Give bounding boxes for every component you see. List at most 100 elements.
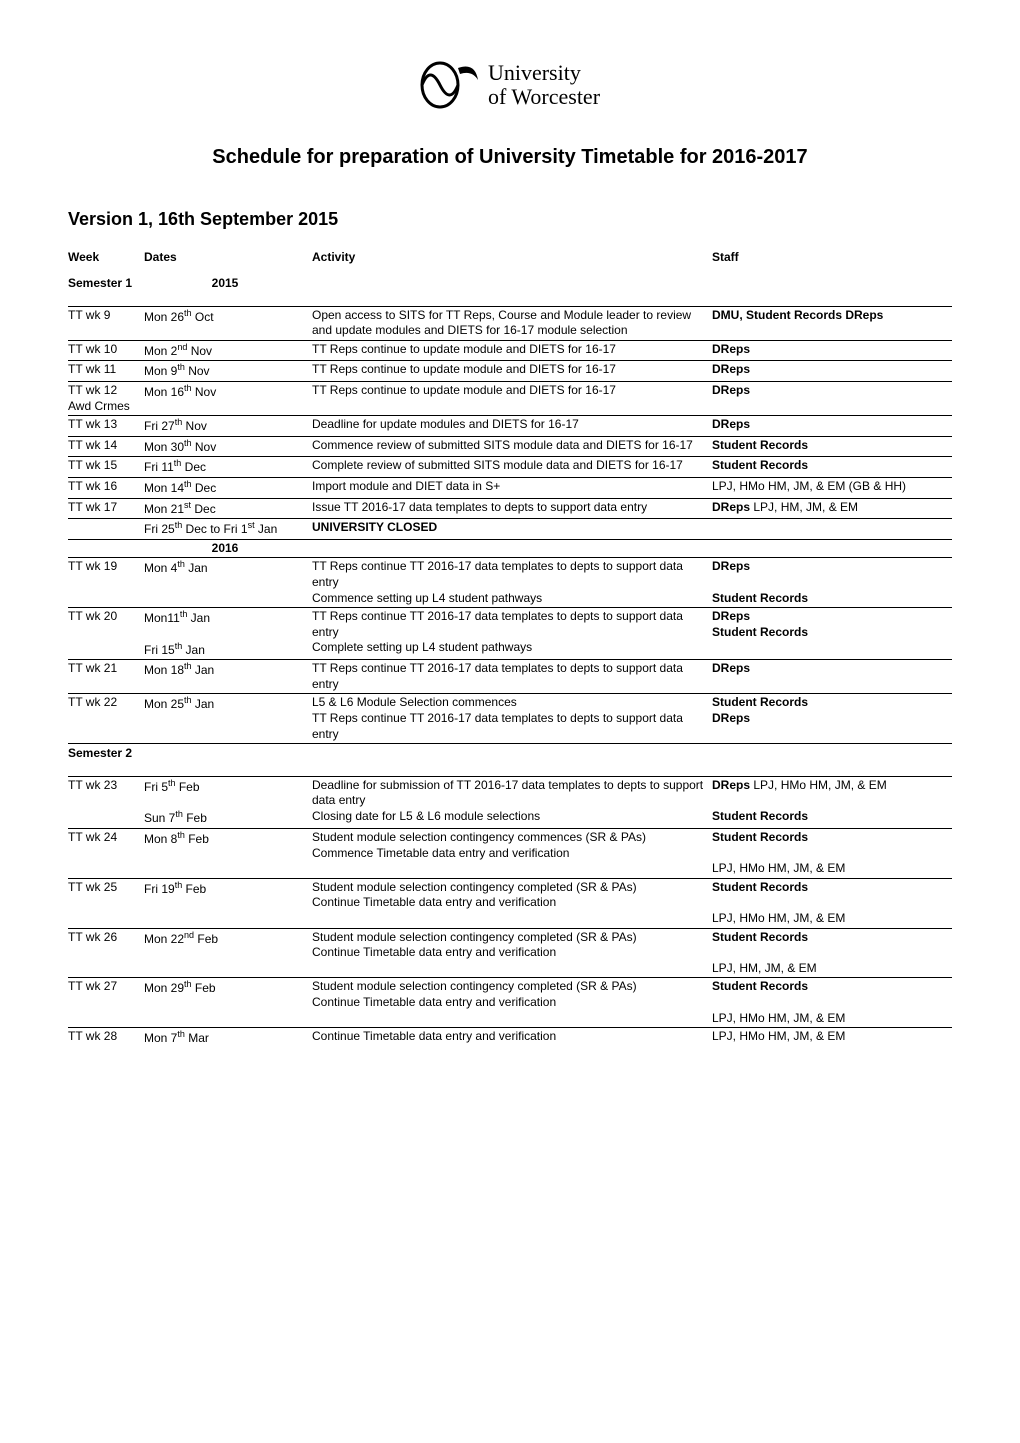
year-2016: 2016 <box>144 539 312 558</box>
table-row: TT wk 17Mon 21st DecIssue TT 2016-17 dat… <box>68 498 952 519</box>
activity-cell: Student module selection contingency com… <box>312 928 712 978</box>
staff-cell: Student RecordsLPJ, HM, JM, & EM <box>712 928 952 978</box>
logo-text: University of Worcester <box>488 61 600 109</box>
activity-cell: TT Reps continue TT 2016-17 data templat… <box>312 608 712 660</box>
table-row: TT wk 12 Awd CrmesMon 16th NovTT Reps co… <box>68 381 952 415</box>
closed-dates: Fri 25th Dec to Fri 1st Jan <box>144 519 312 540</box>
col-header-week: Week <box>68 248 144 274</box>
table-row: TT wk 15Fri 11th DecComplete review of s… <box>68 457 952 478</box>
logo-mark-icon <box>420 60 480 110</box>
semester-2-row: Semester 2 <box>68 744 952 777</box>
staff-cell: DReps <box>712 416 952 437</box>
date-cell: Mon 22nd Feb <box>144 928 312 978</box>
week-cell: TT wk 23 <box>68 776 144 828</box>
week-cell: TT wk 19 <box>68 558 144 608</box>
activity-cell: TT Reps continue to update module and DI… <box>312 381 712 415</box>
staff-cell: DReps LPJ, HMo HM, JM, & EMStudent Recor… <box>712 776 952 828</box>
staff-cell: DReps LPJ, HM, JM, & EM <box>712 498 952 519</box>
activity-cell: Deadline for submission of TT 2016-17 da… <box>312 776 712 828</box>
activity-cell: Import module and DIET data in S+ <box>312 477 712 498</box>
week-cell: TT wk 12 Awd Crmes <box>68 381 144 415</box>
activity-cell: TT Reps continue to update module and DI… <box>312 340 712 361</box>
activity-cell: Commence review of submitted SITS module… <box>312 436 712 457</box>
logo-block: University of Worcester <box>68 60 952 113</box>
table-row: TT wk 10Mon 2nd NovTT Reps continue to u… <box>68 340 952 361</box>
date-cell: Mon 2nd Nov <box>144 340 312 361</box>
date-cell: Fri 5th FebSun 7th Feb <box>144 776 312 828</box>
week-cell: TT wk 16 <box>68 477 144 498</box>
activity-cell: TT Reps continue to update module and DI… <box>312 361 712 382</box>
logo-line1: University <box>488 61 600 85</box>
semester-2-label: Semester 2 <box>68 744 144 777</box>
date-cell: Mon 9th Nov <box>144 361 312 382</box>
activity-cell: Student module selection contingency com… <box>312 978 712 1028</box>
week-cell: TT wk 9 <box>68 306 144 340</box>
week-cell: TT wk 17 <box>68 498 144 519</box>
staff-cell: Student RecordsDReps <box>712 694 952 744</box>
week-cell: TT wk 24 <box>68 829 144 879</box>
staff-cell: Student RecordsLPJ, HMo HM, JM, & EM <box>712 878 952 928</box>
table-row: TT wk 11Mon 9th NovTT Reps continue to u… <box>68 361 952 382</box>
staff-cell: DReps <box>712 361 952 382</box>
staff-cell: Student RecordsLPJ, HMo HM, JM, & EM <box>712 978 952 1028</box>
logo-line2: of Worcester <box>488 85 600 109</box>
activity-cell: L5 & L6 Module Selection commencesTT Rep… <box>312 694 712 744</box>
staff-cell: LPJ, HMo HM, JM, & EM (GB & HH) <box>712 477 952 498</box>
date-cell: Mon 7th Mar <box>144 1028 312 1048</box>
date-cell: Mon 8th Feb <box>144 829 312 879</box>
version-heading: Version 1, 16th September 2015 <box>68 209 952 230</box>
week-cell: TT wk 14 <box>68 436 144 457</box>
date-cell: Fri 27th Nov <box>144 416 312 437</box>
date-cell: Mon 29th Feb <box>144 978 312 1028</box>
staff-cell: DReps <box>712 660 952 694</box>
table-row: TT wk 21Mon 18th JanTT Reps continue TT … <box>68 660 952 694</box>
activity-cell: Continue Timetable data entry and verifi… <box>312 1028 712 1048</box>
activity-cell: Student module selection contingency com… <box>312 878 712 928</box>
date-cell: Mon 18th Jan <box>144 660 312 694</box>
table-row: TT wk 14Mon 30th NovCommence review of s… <box>68 436 952 457</box>
staff-cell: DReps <box>712 381 952 415</box>
staff-cell: DMU, Student Records DReps <box>712 306 952 340</box>
date-cell: Mon 30th Nov <box>144 436 312 457</box>
table-row: TT wk 16Mon 14th DecImport module and DI… <box>68 477 952 498</box>
week-cell: TT wk 10 <box>68 340 144 361</box>
staff-cell: DRepsStudent Records <box>712 558 952 608</box>
week-cell: TT wk 15 <box>68 457 144 478</box>
year-2015: 2015 <box>144 274 312 306</box>
col-header-dates: Dates <box>144 248 312 274</box>
date-cell: Fri 11th Dec <box>144 457 312 478</box>
week-cell: TT wk 26 <box>68 928 144 978</box>
date-cell: Mon11th JanFri 15th Jan <box>144 608 312 660</box>
table-row: TT wk 9Mon 26th OctOpen access to SITS f… <box>68 306 952 340</box>
activity-cell: Complete review of submitted SITS module… <box>312 457 712 478</box>
staff-cell: DReps <box>712 340 952 361</box>
year-2016-row: 2016 <box>68 539 952 558</box>
date-cell: Mon 26th Oct <box>144 306 312 340</box>
date-cell: Mon 4th Jan <box>144 558 312 608</box>
week-cell: TT wk 21 <box>68 660 144 694</box>
table-row: TT wk 22Mon 25th JanL5 & L6 Module Selec… <box>68 694 952 744</box>
date-cell: Fri 19th Feb <box>144 878 312 928</box>
activity-cell: Issue TT 2016-17 data templates to depts… <box>312 498 712 519</box>
week-cell: TT wk 20 <box>68 608 144 660</box>
week-cell: TT wk 25 <box>68 878 144 928</box>
week-cell: TT wk 13 <box>68 416 144 437</box>
table-row: TT wk 25Fri 19th FebStudent module selec… <box>68 878 952 928</box>
staff-cell: Student Records <box>712 457 952 478</box>
closed-label: UNIVERSITY CLOSED <box>312 519 712 540</box>
activity-cell: Deadline for update modules and DIETS fo… <box>312 416 712 437</box>
table-row: TT wk 20Mon11th JanFri 15th JanTT Reps c… <box>68 608 952 660</box>
date-cell: Mon 21st Dec <box>144 498 312 519</box>
staff-cell: LPJ, HMo HM, JM, & EM <box>712 1028 952 1048</box>
header-row: Week Dates Activity Staff <box>68 248 952 274</box>
activity-cell: Open access to SITS for TT Reps, Course … <box>312 306 712 340</box>
date-cell: Mon 14th Dec <box>144 477 312 498</box>
date-cell: Mon 25th Jan <box>144 694 312 744</box>
university-logo: University of Worcester <box>420 60 600 110</box>
schedule-table: Week Dates Activity Staff Semester 12015… <box>68 248 952 1048</box>
week-cell: TT wk 27 <box>68 978 144 1028</box>
document-title: Schedule for preparation of University T… <box>68 143 952 171</box>
table-row: TT wk 19Mon 4th JanTT Reps continue TT 2… <box>68 558 952 608</box>
date-cell: Mon 16th Nov <box>144 381 312 415</box>
activity-cell: TT Reps continue TT 2016-17 data templat… <box>312 558 712 608</box>
